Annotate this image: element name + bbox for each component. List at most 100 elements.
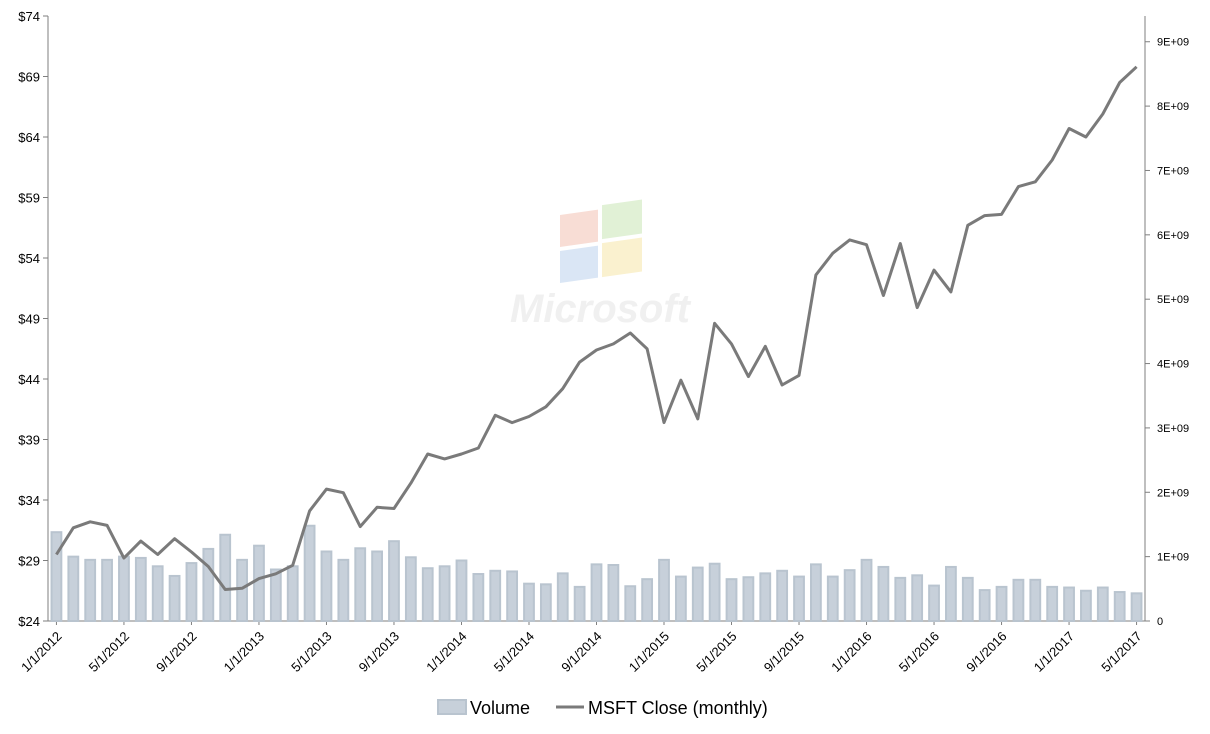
right-tick-label: 2E+09 — [1157, 487, 1189, 499]
volume-bar — [101, 558, 113, 622]
volume-bar — [843, 569, 856, 622]
x-tick-label: 5/1/2012 — [86, 629, 132, 675]
volume-bar — [556, 572, 569, 622]
legend-volume-label: Volume — [470, 698, 530, 718]
volume-bar — [1096, 586, 1109, 623]
x-tick-label: 9/1/2013 — [356, 629, 402, 675]
right-tick-label: 6E+09 — [1157, 230, 1189, 242]
volume-bar — [708, 562, 721, 622]
volume-bar — [961, 576, 974, 623]
volume-bar — [674, 575, 687, 623]
volume-bar — [911, 574, 924, 622]
volume-bar — [134, 556, 147, 623]
volume-bar — [50, 531, 63, 622]
left-tick-label: $54 — [18, 251, 40, 266]
close-price-line — [55, 65, 1138, 591]
left-tick-label: $24 — [18, 614, 40, 629]
right-tick-label: 0 — [1157, 616, 1163, 628]
volume-bar — [877, 565, 890, 622]
volume-bar — [1029, 578, 1042, 623]
volume-bar — [945, 565, 957, 622]
volume-bar — [759, 572, 772, 622]
volume-bar — [1080, 589, 1092, 622]
right-tick-label: 8E+09 — [1157, 101, 1189, 113]
x-tick-label: 1/1/2017 — [1031, 629, 1077, 675]
volume-bar — [151, 565, 164, 622]
left-tick-label: $59 — [18, 191, 40, 206]
volume-bar — [624, 585, 637, 623]
x-tick-label: 9/1/2015 — [761, 629, 807, 675]
left-tick-label: $74 — [18, 9, 40, 24]
x-tick-label: 5/1/2013 — [288, 629, 334, 675]
volume-bar — [607, 564, 620, 622]
volume-bar — [118, 555, 130, 623]
volume-bar — [168, 574, 181, 623]
volume-bar — [539, 583, 552, 623]
volume-bar — [725, 578, 738, 623]
volume-bar — [286, 565, 299, 622]
volume-bar — [691, 566, 704, 622]
volume-bar — [776, 569, 789, 622]
left-tick-label: $64 — [18, 130, 40, 145]
volume-bar — [860, 558, 873, 622]
volume-bar — [742, 576, 755, 623]
flag-blue-pane — [560, 245, 598, 283]
x-tick-label: 5/1/2014 — [491, 629, 537, 675]
volume-bar — [523, 582, 535, 623]
volume-bar — [219, 533, 232, 622]
x-tick-label: 5/1/2015 — [693, 629, 739, 675]
volume-bar — [590, 563, 603, 622]
left-tick-label: $29 — [18, 554, 40, 569]
x-tick-label: 1/1/2014 — [423, 629, 469, 675]
volume-bar — [928, 584, 940, 623]
microsoft-watermark: Microsoft — [510, 199, 692, 331]
volume-bar — [320, 550, 333, 623]
volume-bar — [894, 576, 907, 623]
volume-bar — [793, 575, 805, 623]
left-tick-label: $39 — [18, 433, 40, 448]
close-line — [55, 65, 1138, 591]
volume-bar — [978, 589, 991, 623]
volume-bar — [236, 558, 248, 622]
x-tick-label: 1/1/2013 — [221, 629, 267, 675]
volume-bar — [202, 547, 215, 623]
x-tick-label: 5/1/2016 — [896, 629, 942, 675]
volume-bar — [1063, 586, 1075, 623]
x-tick-label: 5/1/2017 — [1098, 629, 1144, 675]
flag-yellow-pane — [602, 237, 642, 278]
left-tick-label: $49 — [18, 312, 40, 327]
volume-bar — [826, 575, 839, 623]
volume-bar — [573, 585, 586, 623]
volume-bar — [388, 540, 400, 622]
volume-bar — [995, 585, 1008, 623]
volume-bar — [1046, 585, 1059, 623]
right-tick-label: 1E+09 — [1157, 552, 1189, 564]
volume-bar — [810, 563, 822, 622]
volume-bar — [337, 558, 350, 622]
right-tick-label: 5E+09 — [1157, 294, 1189, 306]
left-tick-label: $44 — [18, 372, 40, 387]
volume-bar — [489, 569, 502, 622]
x-tick-label: 9/1/2016 — [963, 629, 1009, 675]
x-tick-label: 1/1/2015 — [626, 629, 672, 675]
flag-red-pane — [560, 209, 598, 247]
volume-bar — [404, 556, 417, 623]
right-tick-label: 3E+09 — [1157, 423, 1189, 435]
volume-bar — [421, 567, 434, 622]
flag-green-pane — [602, 199, 642, 240]
volume-bar — [472, 573, 485, 622]
volume-bar — [506, 570, 519, 622]
left-tick-label: $69 — [18, 70, 40, 85]
right-tick-label: 4E+09 — [1157, 359, 1189, 371]
volume-bar — [269, 568, 282, 622]
watermark-text: Microsoft — [510, 287, 692, 331]
windows-flag-logo — [560, 199, 642, 283]
right-tick-label: 9E+09 — [1157, 37, 1189, 49]
volume-bar — [371, 550, 383, 623]
left-tick-label: $34 — [18, 493, 40, 508]
x-tick-label: 1/1/2016 — [828, 629, 874, 675]
legend-close-label: MSFT Close (monthly) — [588, 698, 768, 718]
volume-bar — [455, 559, 468, 622]
